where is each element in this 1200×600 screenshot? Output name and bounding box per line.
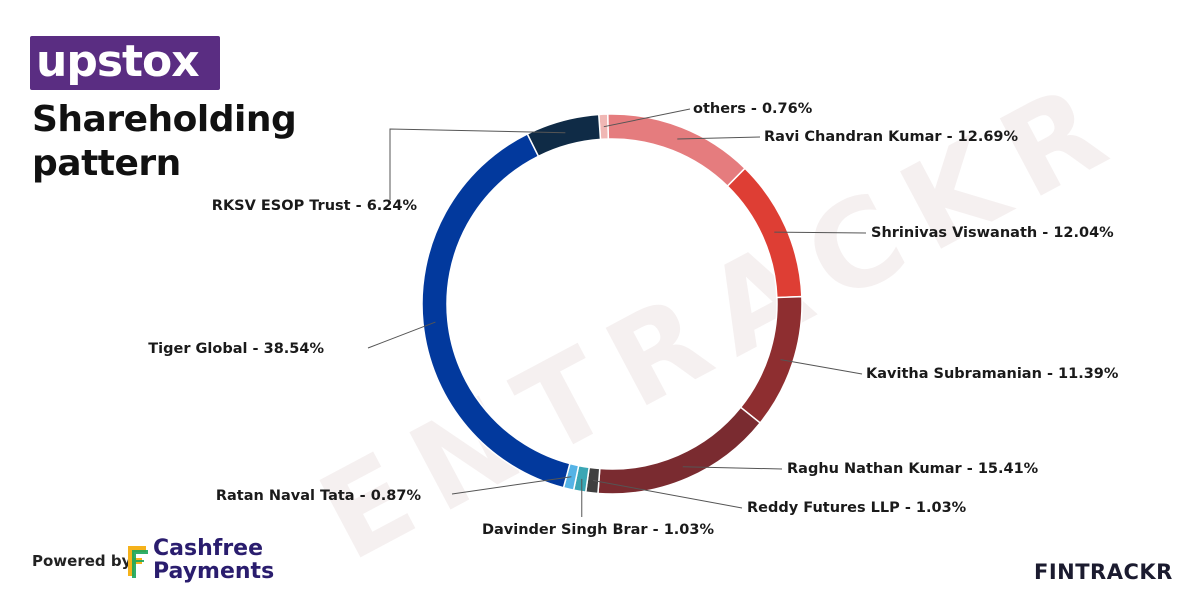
label-reddy-futures-llp: Reddy Futures LLP - 1.03% — [747, 500, 967, 516]
leader-line-tiger-global — [367, 321, 436, 349]
leader-line-ratan-naval-tata — [451, 476, 572, 495]
upstox-logo-text: upstox — [36, 36, 200, 87]
leader-line-reddy-futures-llp — [593, 480, 743, 509]
slice-raghu-nathan-kumar — [597, 406, 762, 495]
leader-line-shrinivas-viswanath — [774, 231, 867, 234]
slice-tiger-global — [421, 132, 571, 489]
label-others: others - 0.76% — [693, 101, 813, 117]
slice-ravi-chandran-kumar — [607, 113, 747, 188]
label-rksv-esop-trust: RKSV ESOP Trust - 6.24% — [212, 198, 418, 214]
leader-line-others — [603, 108, 691, 128]
cashfree-name: Cashfree Payments — [153, 536, 275, 584]
leader-line-rksv-esop-trust — [389, 128, 566, 200]
leader-line-kavitha-subramanian — [780, 359, 863, 375]
chart-title: Shareholding pattern — [32, 99, 297, 184]
label-ratan-naval-tata: Ratan Naval Tata - 0.87% — [216, 488, 422, 504]
label-davinder-singh-brar: Davinder Singh Brar - 1.03% — [482, 522, 714, 538]
fintrackr-logo: FINTRACKR — [1034, 560, 1173, 584]
label-kavitha-subramanian: Kavitha Subramanian - 11.39% — [866, 366, 1119, 382]
powered-by-text: Powered by — [32, 552, 132, 570]
cashfree-logo-icon — [124, 542, 148, 584]
label-shrinivas-viswanath: Shrinivas Viswanath - 12.04% — [871, 225, 1114, 241]
leader-line-raghu-nathan-kumar — [682, 466, 783, 470]
slice-rksv-esop-trust — [526, 113, 602, 158]
label-ravi-chandran-kumar: Ravi Chandran Kumar - 12.69% — [764, 129, 1019, 145]
label-raghu-nathan-kumar: Raghu Nathan Kumar - 15.41% — [787, 461, 1039, 477]
slice-shrinivas-viswanath — [726, 167, 803, 299]
leader-line-ravi-chandran-kumar — [677, 136, 761, 140]
label-tiger-global: Tiger Global - 38.54% — [148, 341, 324, 357]
upstox-logo — [30, 36, 220, 90]
slice-kavitha-subramanian — [739, 295, 803, 425]
